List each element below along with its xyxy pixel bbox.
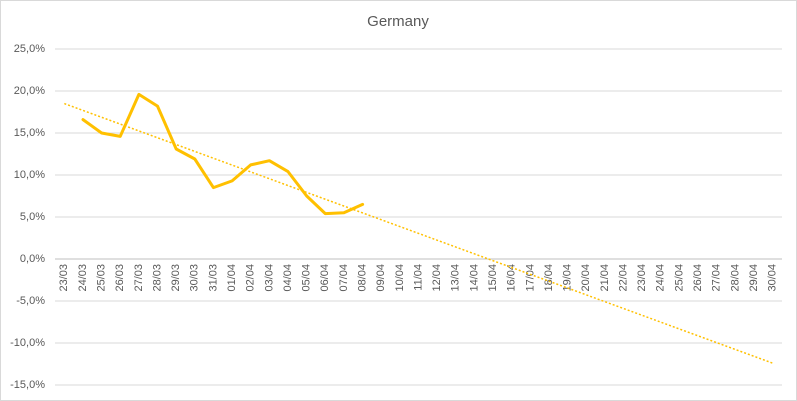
- x-tick-label: 22/04: [617, 264, 629, 292]
- x-tick-label: 23/04: [636, 264, 648, 292]
- x-tick-label: 30/03: [189, 264, 201, 292]
- chart-title: Germany: [367, 13, 429, 30]
- x-tick-label: 26/03: [114, 264, 126, 292]
- x-tick-label: 12/04: [431, 264, 443, 292]
- x-tick-label: 25/03: [96, 264, 108, 292]
- x-tick-label: 07/04: [338, 264, 350, 292]
- y-tick-label: -15,0%: [10, 379, 45, 391]
- y-tick-label: -10,0%: [10, 337, 45, 349]
- y-tick-label: 10,0%: [14, 169, 45, 181]
- trendline: [64, 102, 773, 364]
- x-tick-label: 21/04: [599, 264, 611, 292]
- x-tick-label: 06/04: [319, 264, 331, 292]
- x-tick-label: 24/04: [655, 264, 667, 292]
- x-tick-label: 16/04: [506, 264, 518, 292]
- x-tick-label: 10/04: [394, 264, 406, 292]
- x-tick-label: 28/03: [151, 264, 163, 292]
- x-tick-label: 02/04: [245, 264, 257, 292]
- x-tick-label: 26/04: [692, 264, 704, 292]
- x-tick-label: 05/04: [301, 264, 313, 292]
- x-tick-label: 13/04: [450, 264, 462, 292]
- x-tick-label: 31/03: [207, 264, 219, 292]
- x-tick-label: 28/04: [729, 264, 741, 292]
- x-tick-label: 29/03: [170, 264, 182, 292]
- x-tick-label: 20/04: [580, 264, 592, 292]
- x-tick-label: 18/04: [543, 264, 555, 292]
- x-tick-label: 01/04: [226, 264, 238, 292]
- x-tick-label: 04/04: [282, 264, 294, 292]
- x-tick-label: 03/04: [263, 264, 275, 292]
- y-tick-label: -5,0%: [16, 295, 45, 307]
- x-tick-label: 27/04: [711, 264, 723, 292]
- x-tick-label: 08/04: [356, 264, 368, 292]
- x-tick-label: 17/04: [524, 264, 536, 292]
- x-tick-label: 29/04: [748, 264, 760, 292]
- x-tick-label: 30/04: [767, 264, 779, 292]
- y-tick-label: 25,0%: [14, 43, 45, 55]
- x-tick-label: 23/03: [58, 264, 70, 292]
- x-tick-label: 25/04: [673, 264, 685, 292]
- x-tick-label: 11/04: [412, 264, 424, 291]
- y-tick-label: 5,0%: [20, 211, 45, 223]
- x-tick-label: 14/04: [468, 264, 480, 292]
- line-series: [81, 92, 365, 216]
- x-tick-label: 27/03: [133, 264, 145, 292]
- x-tick-label: 15/04: [487, 264, 499, 292]
- y-tick-label: 15,0%: [14, 127, 45, 139]
- x-tick-label: 19/04: [562, 264, 574, 292]
- y-tick-label: 20,0%: [14, 85, 45, 97]
- y-tick-label: 0,0%: [20, 253, 45, 265]
- x-tick-label: 09/04: [375, 264, 387, 292]
- x-tick-label: 24/03: [77, 264, 89, 292]
